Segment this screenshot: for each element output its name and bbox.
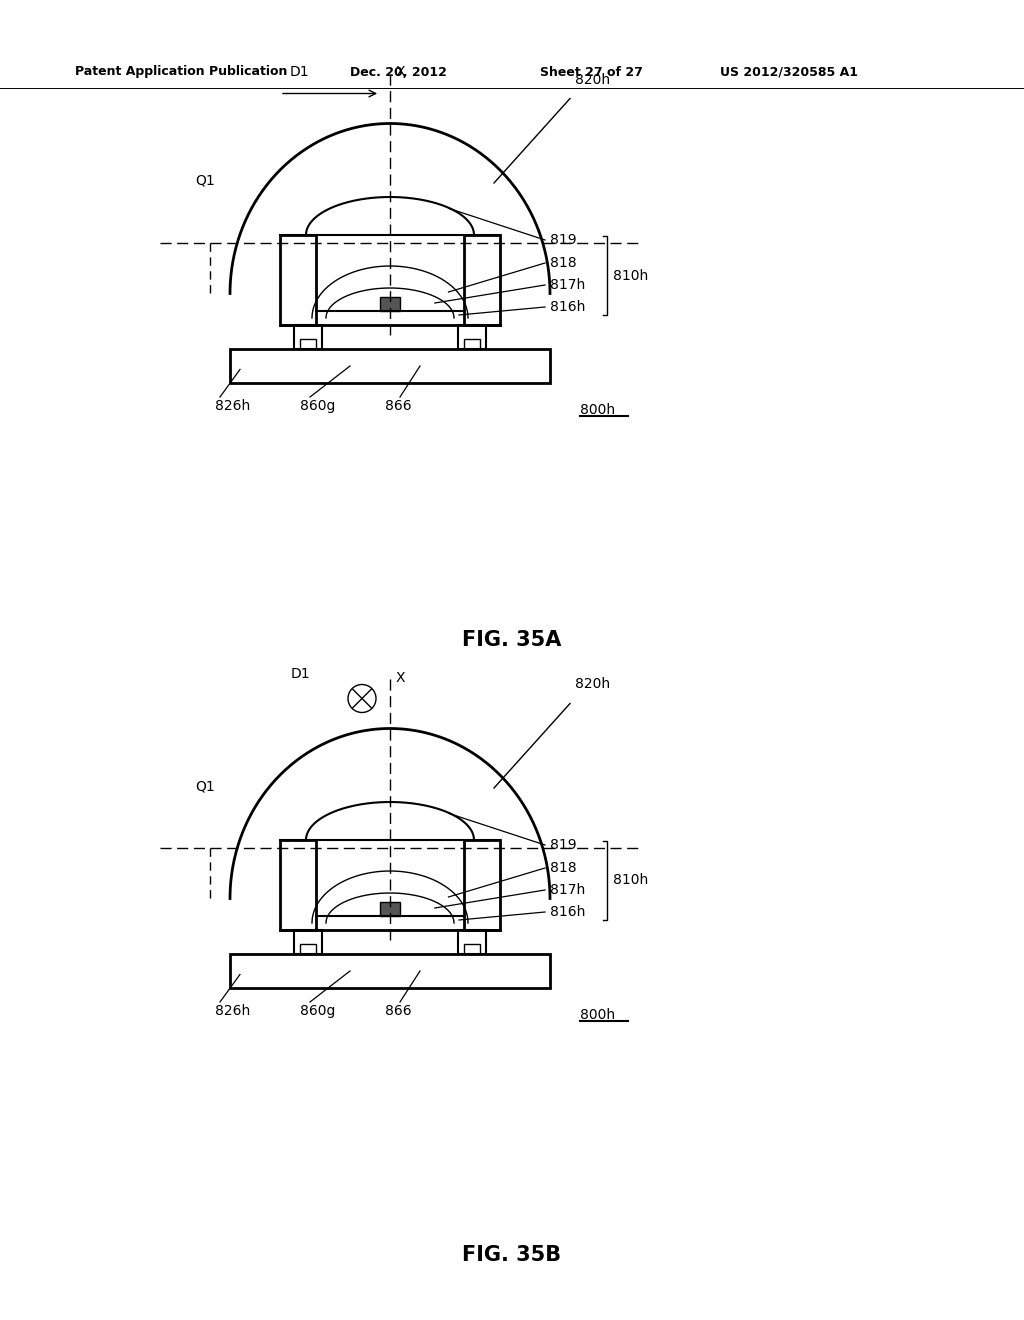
- Text: D1: D1: [291, 667, 310, 681]
- Text: Q1: Q1: [196, 779, 215, 793]
- Text: 818: 818: [550, 256, 577, 271]
- Text: 800h: 800h: [580, 1008, 615, 1022]
- Text: Dec. 20, 2012: Dec. 20, 2012: [350, 66, 446, 78]
- Text: 816h: 816h: [550, 906, 586, 919]
- Text: 860g: 860g: [300, 399, 336, 413]
- Text: D1: D1: [290, 66, 309, 79]
- Text: 810h: 810h: [613, 874, 648, 887]
- Polygon shape: [380, 297, 400, 312]
- Text: FIG. 35A: FIG. 35A: [462, 630, 562, 649]
- Text: X: X: [396, 671, 406, 685]
- Text: FIG. 35B: FIG. 35B: [463, 1245, 561, 1265]
- Text: 819: 819: [550, 234, 577, 247]
- Text: US 2012/320585 A1: US 2012/320585 A1: [720, 66, 858, 78]
- Text: 860g: 860g: [300, 1005, 336, 1018]
- Text: Patent Application Publication: Patent Application Publication: [75, 66, 288, 78]
- Text: X: X: [396, 66, 406, 79]
- Text: 866: 866: [385, 1005, 412, 1018]
- Text: 820h: 820h: [575, 677, 610, 692]
- Text: Q1: Q1: [196, 174, 215, 187]
- Text: 800h: 800h: [580, 403, 615, 417]
- Text: 816h: 816h: [550, 300, 586, 314]
- Text: 826h: 826h: [215, 1005, 250, 1018]
- Text: 866: 866: [385, 399, 412, 413]
- Text: 817h: 817h: [550, 883, 586, 898]
- Text: 819: 819: [550, 838, 577, 851]
- Text: 820h: 820h: [575, 73, 610, 87]
- Text: 810h: 810h: [613, 268, 648, 282]
- Polygon shape: [380, 902, 400, 916]
- Text: 817h: 817h: [550, 279, 586, 292]
- Text: Sheet 27 of 27: Sheet 27 of 27: [540, 66, 643, 78]
- Text: 818: 818: [550, 861, 577, 875]
- Text: 826h: 826h: [215, 399, 250, 413]
